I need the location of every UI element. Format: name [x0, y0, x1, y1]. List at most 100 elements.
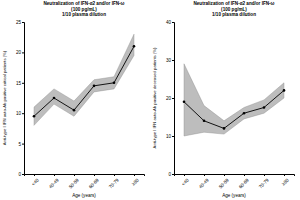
- y-tick-mark: [22, 113, 24, 114]
- x-tick-label: <40: [181, 177, 190, 186]
- y-tick: 40: [166, 20, 174, 25]
- x-tick-label: 50-59: [68, 177, 80, 189]
- y-tick-mark: [172, 98, 174, 99]
- x-tick-label: 60-69: [88, 177, 100, 189]
- x-tick-mark: [224, 174, 225, 176]
- y-tick-label: 0: [18, 172, 21, 177]
- x-tick-mark: [34, 174, 35, 176]
- y-tick: 15: [16, 81, 24, 86]
- y-tick: 0: [18, 172, 24, 177]
- x-tick-label: ≥80: [281, 177, 290, 186]
- y-axis-title: Anti-type I IFN auto-Ab positive critica…: [2, 50, 7, 145]
- marker: [183, 101, 186, 104]
- x-tick: ≥80: [131, 174, 140, 187]
- y-tick: 25: [16, 20, 24, 25]
- x-tick-mark: [114, 174, 115, 176]
- y-tick-mark: [22, 52, 24, 53]
- y-tick-label: 10: [166, 134, 172, 139]
- y-tick-label: 25: [16, 20, 22, 25]
- y-tick-mark: [22, 22, 24, 23]
- x-tick-mark: [184, 174, 185, 176]
- x-tick-mark: [264, 174, 265, 176]
- x-tick-mark: [244, 174, 245, 176]
- panel: 0 10 20 30 40 <40 40-49 50-59 60-69 70-79 ≥80 Age (…: [152, 20, 295, 198]
- y-tick-label: 20: [166, 96, 172, 101]
- x-tick: <40: [31, 174, 40, 187]
- x-tick: 70-79: [108, 174, 120, 189]
- y-tick-label: 0: [168, 172, 171, 177]
- x-tick-label: ≥80: [131, 177, 140, 186]
- plot-area: [183, 64, 286, 136]
- y-axis: 0 5 10 15 20 25: [16, 20, 25, 177]
- y-axis: 0 10 20 30 40: [166, 20, 175, 177]
- y-tick: 20: [16, 50, 24, 55]
- x-tick-mark: [204, 174, 205, 176]
- y-tick: 20: [166, 96, 174, 101]
- title: (100 pg/mL): [71, 7, 97, 12]
- x-axis-line: [175, 175, 295, 177]
- x-tick: 40-49: [198, 174, 210, 189]
- x-axis-line: [25, 175, 145, 177]
- x-tick: <40: [181, 174, 190, 187]
- marker: [203, 120, 206, 123]
- y-tick: 0: [168, 172, 174, 177]
- x-tick: 40-49: [48, 174, 60, 189]
- x-tick-mark: [94, 174, 95, 176]
- y-tick-label: 5: [18, 142, 21, 147]
- x-axis: <40 40-49 50-59 60-69 70-79 ≥80: [175, 174, 295, 189]
- x-tick-label: 50-59: [218, 177, 230, 189]
- x-tick: 50-59: [68, 174, 80, 189]
- marker: [93, 85, 96, 88]
- confidence-band: [34, 34, 134, 125]
- y-tick: 5: [18, 142, 24, 147]
- x-tick: 60-69: [88, 174, 100, 189]
- y-tick-mark: [172, 60, 174, 61]
- y-axis-line: [172, 23, 175, 175]
- y-tick-label: 20: [16, 50, 22, 55]
- marker: [113, 82, 116, 85]
- x-axis: <40 40-49 50-59 60-69 70-79 ≥80: [25, 174, 145, 189]
- y-tick-mark: [172, 174, 174, 175]
- x-tick-label: 70-79: [108, 177, 120, 189]
- title: 1/10 plasma dilution: [62, 12, 106, 17]
- y-tick-label: 40: [166, 20, 172, 25]
- title: 1/10 plasma dilution: [212, 12, 256, 17]
- y-tick-mark: [22, 83, 24, 84]
- plot-area: [33, 34, 136, 125]
- y-tick-mark: [172, 22, 174, 23]
- y-tick: 10: [16, 111, 24, 116]
- x-tick-label: 70-79: [258, 177, 270, 189]
- x-axis-title: Age (years): [72, 193, 96, 198]
- title: Neutralization of IFN-α2 and/or IFN-ω: [194, 1, 275, 6]
- y-tick: 10: [166, 134, 174, 139]
- marker: [263, 106, 266, 109]
- x-tick: ≥80: [281, 174, 290, 187]
- x-tick-label: <40: [31, 177, 40, 186]
- y-tick-mark: [22, 144, 24, 145]
- x-tick: 70-79: [258, 174, 270, 189]
- x-tick-label: 40-49: [48, 177, 60, 189]
- chart-canvas: 0 5 10 15 20 25 <40 40-49 50-59 60-69 70-79 ≥80 Age …: [0, 0, 300, 200]
- line: [34, 46, 134, 116]
- marker: [53, 97, 56, 100]
- y-axis-title: Anti-type I IFN auto-Ab positive decease…: [152, 47, 157, 148]
- marker: [243, 112, 246, 115]
- x-tick-mark: [134, 174, 135, 176]
- x-tick-mark: [284, 174, 285, 176]
- y-tick: 30: [166, 58, 174, 63]
- x-tick: 60-69: [238, 174, 250, 189]
- x-tick-mark: [74, 174, 75, 176]
- marker: [73, 109, 76, 112]
- x-tick-label: 40-49: [198, 177, 210, 189]
- marker: [133, 45, 136, 48]
- x-tick: 50-59: [218, 174, 230, 189]
- title: Neutralization of IFN-α2 and/or IFN-ω: [44, 1, 125, 6]
- marker: [33, 115, 36, 118]
- title: (100 pg/mL): [221, 7, 247, 12]
- marker: [223, 127, 226, 130]
- marker: [283, 89, 286, 92]
- x-axis-title: Age (years): [222, 193, 246, 198]
- x-tick-label: 60-69: [238, 177, 250, 189]
- confidence-band: [184, 64, 284, 136]
- line: [184, 90, 284, 128]
